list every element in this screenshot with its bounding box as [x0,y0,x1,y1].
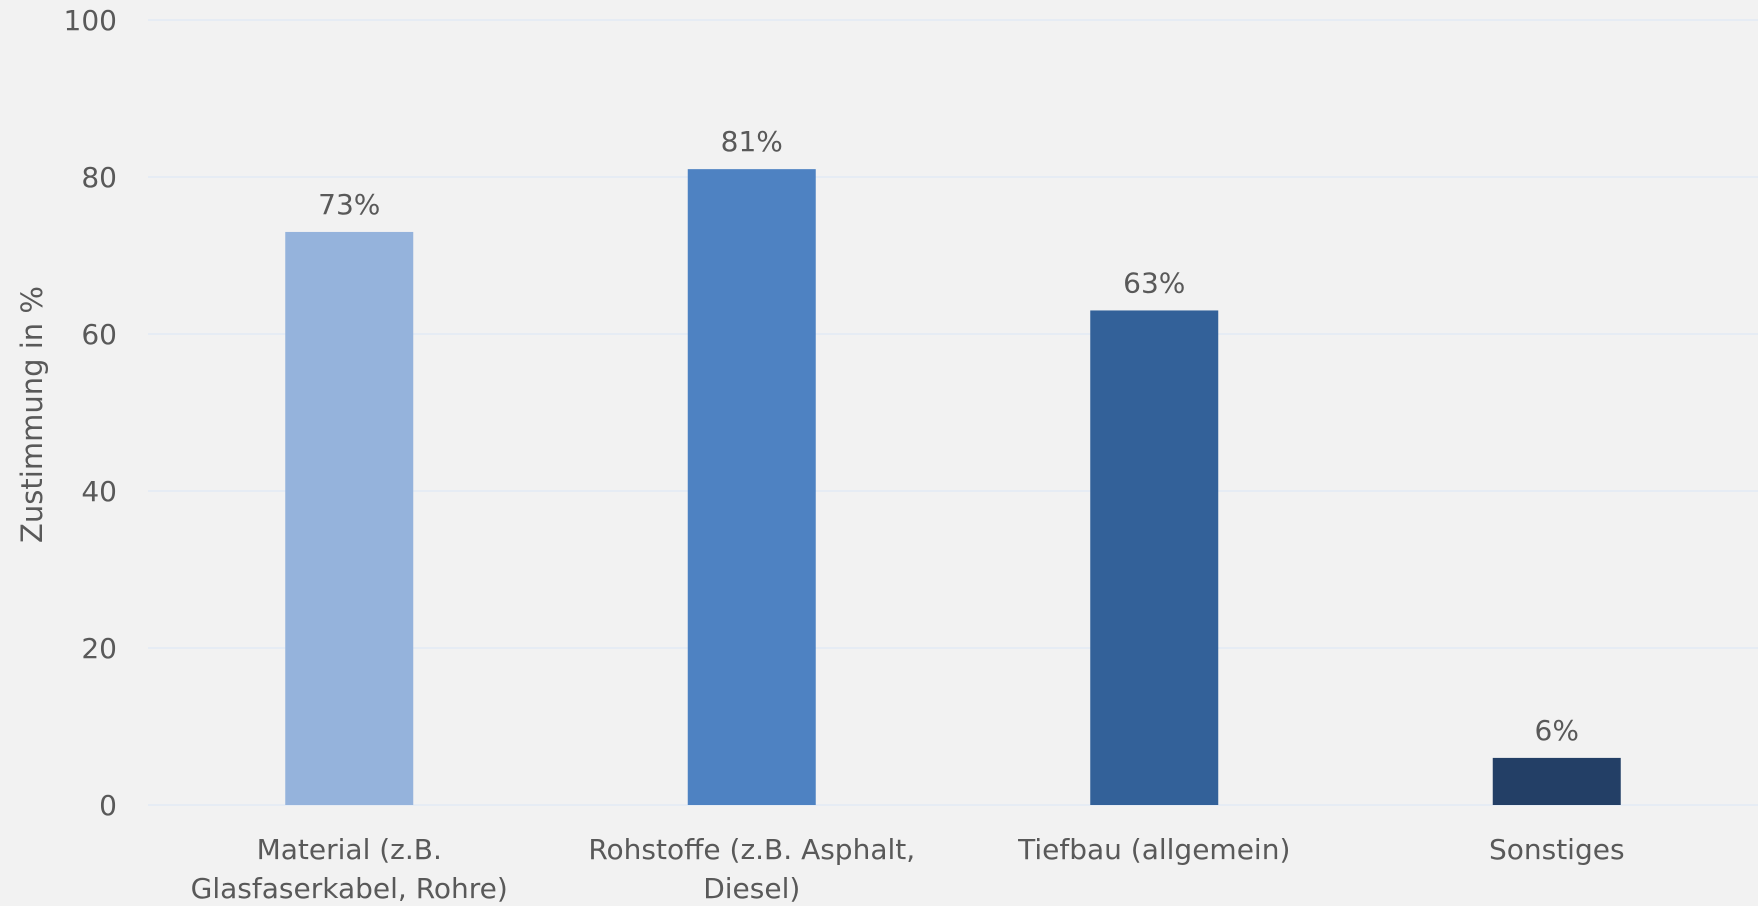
data-labels: 73% 81% 63% 6% [318,125,1579,747]
bar [1090,310,1219,805]
data-label: 73% [318,188,380,221]
bar [285,231,414,805]
bar [687,169,816,805]
data-label: 6% [1535,714,1579,747]
y-axis-title: Zustimmung in % [15,286,49,543]
y-tick-label: 0 [99,789,117,822]
bars [285,169,1621,805]
y-tick-label: 100 [64,4,117,37]
x-category-label: Tiefbau (allgemein) [1017,833,1290,866]
x-category-label: Material (z.B. Glasfaserkabel, Rohre) [191,833,508,905]
data-label: 81% [721,125,783,158]
y-tick-label: 60 [81,318,117,351]
x-category-label: Rohstoffe (z.B. Asphalt, Diesel) [588,833,915,905]
y-tick-label: 80 [81,161,117,194]
x-axis-categories: Material (z.B. Glasfaserkabel, Rohre) Rohs… [191,833,1625,905]
y-axis-ticks: 0 20 40 60 80 100 [64,4,117,822]
y-tick-label: 20 [81,632,117,665]
gridlines [148,19,1758,806]
x-category-label: Sonstiges [1489,833,1625,866]
data-label: 63% [1123,266,1185,299]
bar [1492,757,1621,805]
y-tick-label: 40 [81,475,117,508]
